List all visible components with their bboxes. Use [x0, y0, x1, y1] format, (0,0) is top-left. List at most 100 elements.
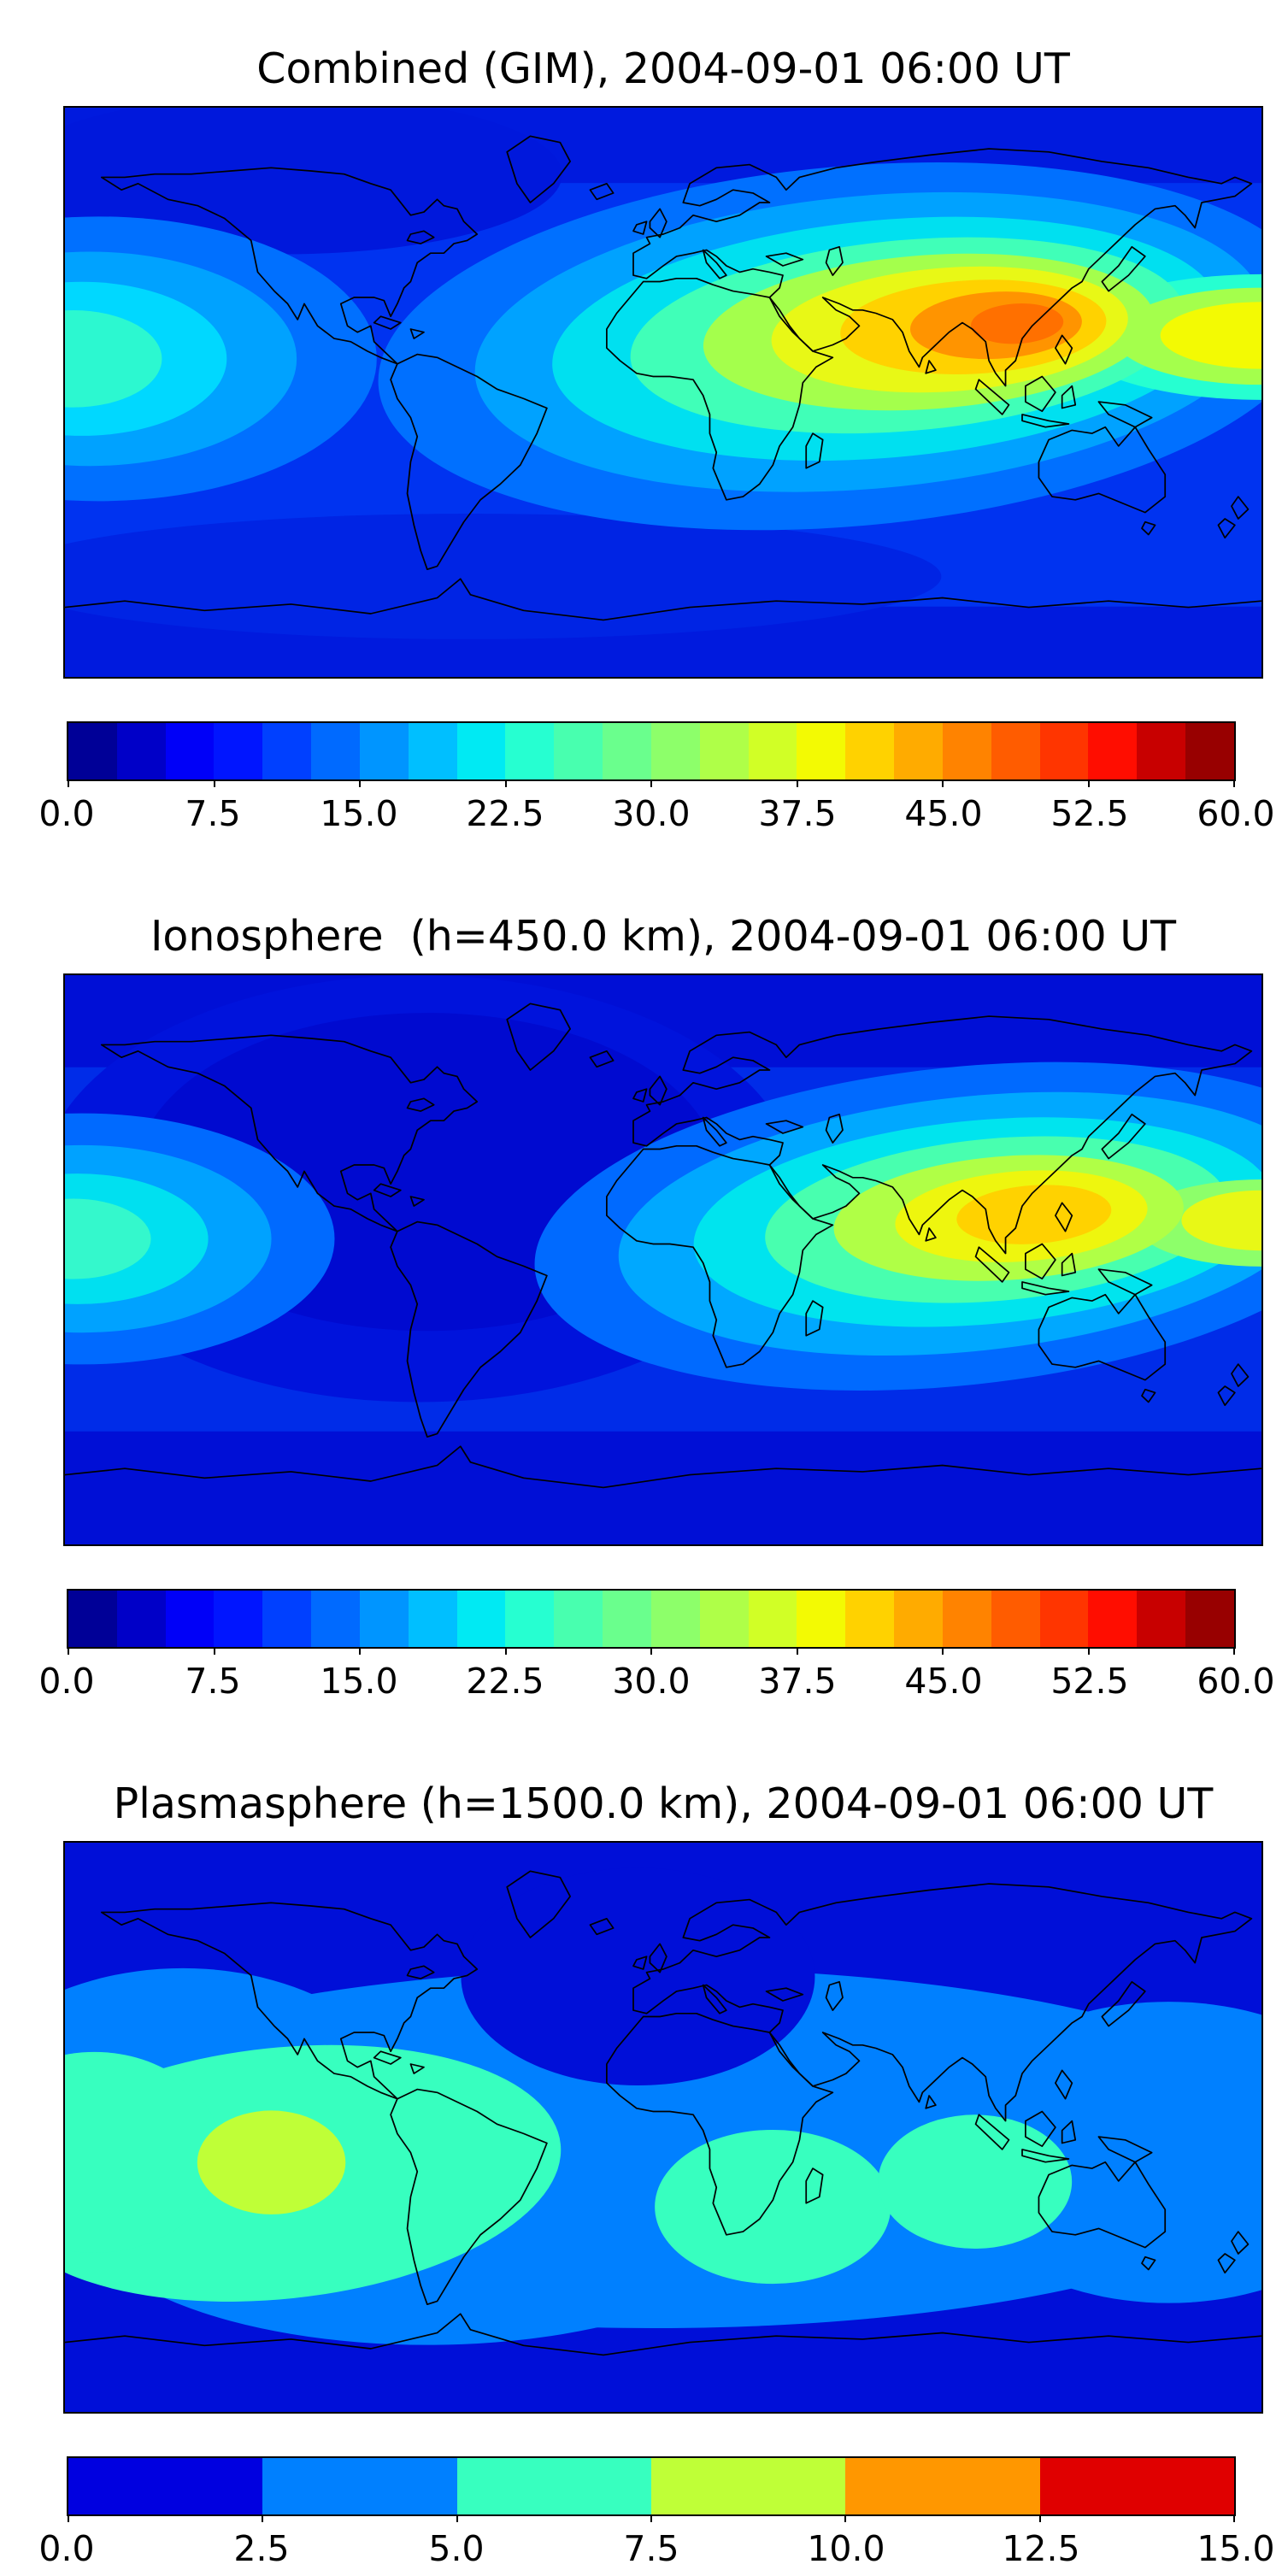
panel-title: Plasmasphere (h=1500.0 km), 2004-09-01 0… [113, 1779, 1214, 1828]
contour-band [1160, 302, 1261, 369]
colorbar-segment [456, 1591, 506, 1647]
colorbar-tick-label: 10.0 [807, 2528, 885, 2569]
colorbar-tick-label: 37.5 [758, 1661, 837, 1702]
contour-field [65, 108, 1261, 677]
colorbar-segment [214, 1591, 263, 1647]
colorbar-ticklabels: 0.0 2.5 5.0 7.5 10.0 12.5 15.0 [38, 2528, 1274, 2576]
colorbar-segment [505, 1591, 555, 1647]
colorbar-tick-label: 52.5 [1050, 1661, 1129, 1702]
colorbar-segment [456, 2458, 651, 2514]
colorbar-segment [456, 723, 506, 779]
colorbar-tickmark [650, 2514, 652, 2522]
colorbar-segment [1088, 1591, 1138, 1647]
colorbar-tickmark [359, 1647, 361, 1655]
colorbar-tick-label: 15.0 [320, 1661, 398, 1702]
colorbar-segment [699, 723, 749, 779]
contour-band [461, 1867, 815, 2086]
colorbar-cells [68, 1591, 1234, 1647]
contour-band [65, 1198, 151, 1279]
colorbar-tickmark [68, 2514, 69, 2522]
colorbar-tickmark [1038, 2514, 1041, 2522]
contour-band [956, 1185, 1112, 1244]
colorbar-segment [116, 1591, 166, 1647]
colorbar-tickmark [262, 2514, 264, 2522]
contour-field [65, 1843, 1261, 2412]
map-ionosphere [63, 973, 1263, 1546]
colorbar-tick-label: 60.0 [1197, 1661, 1275, 1702]
colorbar-segment [797, 1591, 846, 1647]
colorbar-tick-label: 12.5 [1002, 2528, 1080, 2569]
colorbar-tick-label: 0.0 [38, 793, 95, 834]
colorbar-tickmark [1233, 1647, 1235, 1655]
map-canvas [65, 108, 1261, 677]
colorbar-cells [68, 2458, 1234, 2514]
colorbar [67, 2456, 1236, 2522]
panel-title: Ionosphere (h=450.0 km), 2004-09-01 06:0… [150, 912, 1177, 961]
colorbar-segment [311, 1591, 360, 1647]
colorbar-segment [603, 1591, 651, 1647]
panel-combined-gim: Combined (GIM), 2004-09-01 06:00 UT 0.0 7… [38, 43, 1275, 841]
colorbar-segment [991, 723, 1040, 779]
colorbar-tickmark [359, 779, 361, 787]
colorbar-segment [554, 1591, 603, 1647]
colorbar-segment [1039, 723, 1089, 779]
colorbar-tickmark [1233, 2514, 1235, 2522]
contour-band [65, 514, 942, 639]
colorbar-segment [1039, 1591, 1089, 1647]
contour-band [655, 2129, 891, 2285]
colorbar-segment [554, 723, 603, 779]
colorbar-tick-label: 5.0 [428, 2528, 485, 2569]
colorbar-segment [1088, 723, 1138, 779]
contour-band [1181, 1190, 1261, 1251]
colorbar-tickmark [213, 779, 215, 787]
colorbar-block: 0.0 7.5 15.0 22.5 30.0 37.5 45.0 52.5 60.0 [38, 721, 1275, 841]
colorbar [67, 1589, 1236, 1655]
colorbar-tick-label: 60.0 [1197, 793, 1275, 834]
colorbar-tickmark [504, 779, 507, 787]
contour-band [970, 303, 1064, 344]
colorbar-segment [845, 723, 895, 779]
colorbar-block: 0.0 7.5 15.0 22.5 30.0 37.5 45.0 52.5 60.0 [38, 1589, 1275, 1709]
colorbar-segment [311, 723, 360, 779]
colorbar-tickmark [68, 779, 69, 787]
map-canvas [65, 975, 1261, 1544]
colorbar-tickmark [796, 779, 798, 787]
colorbar-tick-label: 22.5 [466, 793, 544, 834]
contour-band [65, 1431, 1261, 1544]
colorbar-segment [1039, 2458, 1234, 2514]
contour-band [197, 2110, 346, 2214]
colorbar-segment [942, 1591, 991, 1647]
colorbar-segment [991, 1591, 1040, 1647]
colorbar-segment [359, 1591, 409, 1647]
panel-title: Combined (GIM), 2004-09-01 06:00 UT [256, 44, 1070, 93]
colorbar-tick-label: 15.0 [1197, 2528, 1275, 2569]
colorbar-segment [262, 2458, 457, 2514]
colorbar-segment [262, 723, 312, 779]
colorbar-ticklabels: 0.0 7.5 15.0 22.5 30.0 37.5 45.0 52.5 60.0 [38, 1661, 1274, 1709]
colorbar-tickmark [844, 2514, 847, 2522]
colorbar-tickmark [456, 2514, 458, 2522]
colorbar-segment [165, 1591, 215, 1647]
contour-band [65, 108, 562, 255]
colorbar-tick-label: 30.0 [612, 1661, 691, 1702]
colorbar-segment [408, 723, 457, 779]
colorbar-segment [359, 723, 409, 779]
colorbar-segment [845, 2458, 1040, 2514]
colorbar-segment [68, 723, 117, 779]
colorbar-tick-label: 7.5 [623, 2528, 679, 2569]
colorbar-block: 0.0 2.5 5.0 7.5 10.0 12.5 15.0 [38, 2456, 1275, 2576]
colorbar-segment [797, 723, 846, 779]
colorbar-segment [699, 1591, 749, 1647]
colorbar-tick-label: 0.0 [38, 1661, 95, 1702]
colorbar-segment [650, 2458, 846, 2514]
contour-field [65, 975, 1261, 1544]
colorbar-segment [214, 723, 263, 779]
colorbar-segment [650, 1591, 700, 1647]
colorbar-tickmark [796, 1647, 798, 1655]
colorbar-segment [1137, 723, 1186, 779]
colorbar-segment [942, 723, 991, 779]
colorbar-segment [116, 723, 166, 779]
colorbar-tickmark [1087, 779, 1090, 787]
colorbar-tick-label: 7.5 [185, 1661, 241, 1702]
